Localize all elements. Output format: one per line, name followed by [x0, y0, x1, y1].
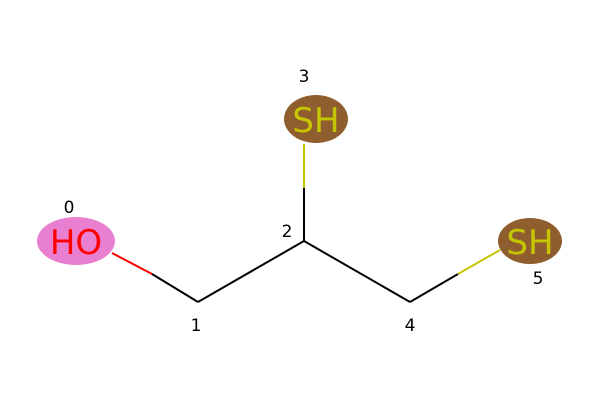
bond-0-1 [111, 252, 199, 303]
bond-0-1-half-b [151, 273, 199, 303]
atom-index-1: 1 [191, 316, 202, 336]
bond-0-1-half-a [111, 252, 153, 275]
atom-index-4: 4 [405, 316, 416, 336]
bond-4-5 [409, 249, 501, 303]
atom-index-5: 5 [533, 269, 544, 289]
bond-1-2-line [197, 240, 305, 303]
atom-5-highlight [498, 218, 562, 264]
atom-0-symbol: HO [50, 223, 102, 263]
atom-5-symbol: SH [506, 223, 553, 263]
bond-4-5-half-b [457, 249, 501, 275]
bond-1-2 [197, 240, 305, 303]
atom-3-symbol: SH [292, 101, 339, 141]
atom-index-3: 3 [299, 67, 310, 87]
atom-3-highlight [284, 95, 348, 143]
bond-2-4 [303, 240, 411, 303]
bond-4-5-half-a [409, 273, 459, 303]
atom-index-2: 2 [282, 222, 293, 242]
atom-0-highlight [37, 217, 115, 265]
atom-index-0: 0 [64, 198, 75, 218]
bond-2-4-line [303, 240, 411, 303]
